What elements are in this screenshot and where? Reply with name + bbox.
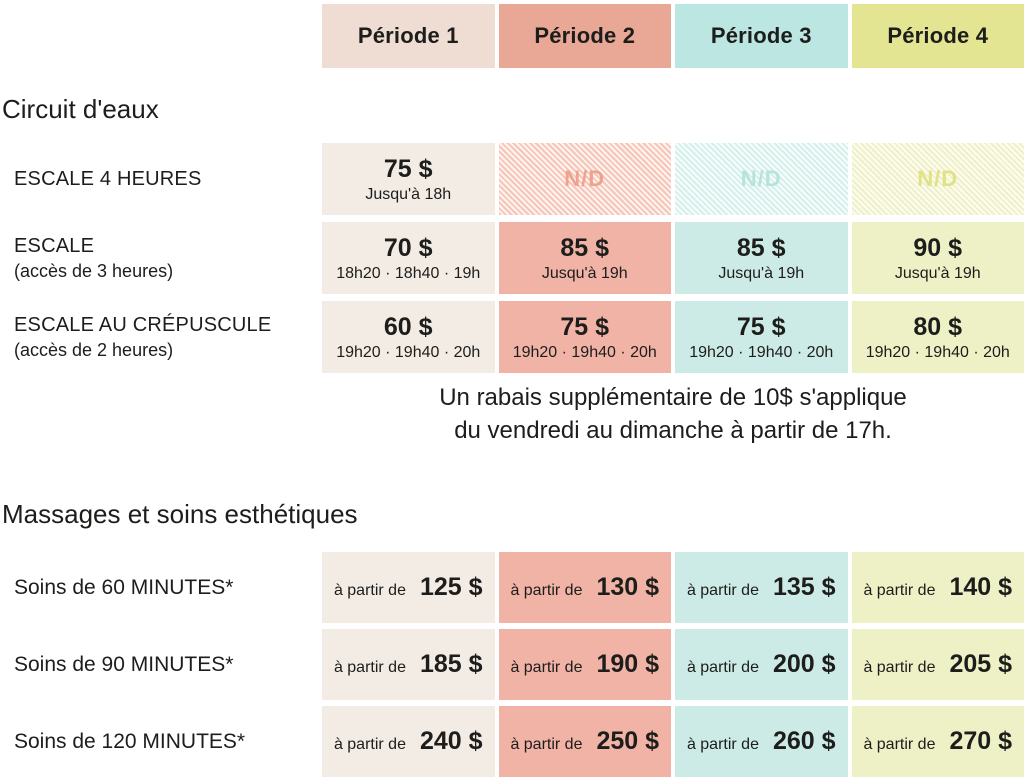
section-title-circuit: Circuit d'eaux <box>0 92 1024 126</box>
row-label-sub: (accès de 3 heures) <box>14 261 318 282</box>
period-1-header: Période 1 <box>322 4 495 68</box>
price-prefix: à partir de <box>863 736 935 754</box>
table-row: Soins de 60 MINUTES* à partir de 125 $ à … <box>0 552 1024 623</box>
row-label: Soins de 120 MINUTES* <box>0 706 318 777</box>
price: 270 $ <box>949 727 1012 756</box>
section-title-massages: Massages et soins esthétiques <box>0 497 1024 531</box>
price-prefix: à partir de <box>334 659 406 677</box>
price-prefix: à partir de <box>510 582 582 600</box>
period-3-header: Période 3 <box>675 4 848 68</box>
price-prefix: à partir de <box>510 736 582 754</box>
table-row: ESCALE 4 HEURES 75 $ Jusqu'à 18h N/D N/D… <box>0 143 1024 215</box>
price-cell: 60 $ 19h20 · 19h40 · 20h <box>322 301 495 373</box>
price: 85 $ <box>560 233 609 263</box>
row-label-main: ESCALE 4 HEURES <box>14 168 318 191</box>
price: 250 $ <box>596 727 659 756</box>
period-header-row: Période 1 Période 2 Période 3 Période 4 <box>0 4 1024 68</box>
price-cell: à partir de 270 $ <box>852 706 1024 777</box>
price-cell: à partir de 125 $ <box>322 552 495 623</box>
price: 190 $ <box>596 650 659 679</box>
price: 80 $ <box>913 312 962 342</box>
nd-cell: N/D <box>852 143 1024 215</box>
schedule: 19h20 · 19h40 · 20h <box>513 344 657 362</box>
price: 205 $ <box>949 650 1012 679</box>
schedule: 19h20 · 19h40 · 20h <box>866 344 1010 362</box>
schedule: Jusqu'à 19h <box>542 265 628 283</box>
price-cell: à partir de 190 $ <box>499 629 672 700</box>
discount-note-line2: du vendredi au dimanche à partir de 17h. <box>322 414 1024 447</box>
price-cell: à partir de 260 $ <box>675 706 848 777</box>
row-label: ESCALE AU CRÉPUSCULE (accès de 2 heures) <box>0 301 318 373</box>
price-cell: à partir de 130 $ <box>499 552 672 623</box>
period-4-header: Période 4 <box>852 4 1024 68</box>
price: 185 $ <box>420 650 483 679</box>
table-row: ESCALE (accès de 3 heures) 70 $ 18h20 · … <box>0 222 1024 294</box>
price: 240 $ <box>420 727 483 756</box>
price-cell: 90 $ Jusqu'à 19h <box>852 222 1024 294</box>
price-cell: à partir de 185 $ <box>322 629 495 700</box>
price-prefix: à partir de <box>687 582 759 600</box>
price: 60 $ <box>384 312 433 342</box>
row-label-main: ESCALE AU CRÉPUSCULE <box>14 314 318 337</box>
row-label: ESCALE (accès de 3 heures) <box>0 222 318 294</box>
price-prefix: à partir de <box>334 736 406 754</box>
price-cell: 70 $ 18h20 · 18h40 · 19h <box>322 222 495 294</box>
header-spacer <box>0 4 318 68</box>
price-cell: à partir de 240 $ <box>322 706 495 777</box>
row-label: Soins de 90 MINUTES* <box>0 629 318 700</box>
price-cell: 80 $ 19h20 · 19h40 · 20h <box>852 301 1024 373</box>
schedule: 19h20 · 19h40 · 20h <box>689 344 833 362</box>
price: 260 $ <box>773 727 836 756</box>
table-row: ESCALE AU CRÉPUSCULE (accès de 2 heures)… <box>0 301 1024 373</box>
price-prefix: à partir de <box>687 659 759 677</box>
price-prefix: à partir de <box>863 582 935 600</box>
price: 75 $ <box>737 312 786 342</box>
price: 90 $ <box>913 233 962 263</box>
row-label-sub: (accès de 2 heures) <box>14 340 318 361</box>
schedule: Jusqu'à 19h <box>895 265 981 283</box>
price-prefix: à partir de <box>687 736 759 754</box>
price: 85 $ <box>737 233 786 263</box>
schedule: 19h20 · 19h40 · 20h <box>336 344 480 362</box>
price-cell: 85 $ Jusqu'à 19h <box>675 222 848 294</box>
schedule: Jusqu'à 18h <box>365 186 451 204</box>
row-label: Soins de 60 MINUTES* <box>0 552 318 623</box>
discount-note: Un rabais supplémentaire de 10$ s'appliq… <box>322 381 1024 447</box>
price-cell: à partir de 250 $ <box>499 706 672 777</box>
price: 140 $ <box>949 573 1012 602</box>
price-prefix: à partir de <box>334 582 406 600</box>
period-2-header: Période 2 <box>499 4 672 68</box>
price-cell: à partir de 200 $ <box>675 629 848 700</box>
table-row: Soins de 120 MINUTES* à partir de 240 $ à… <box>0 706 1024 777</box>
price-prefix: à partir de <box>510 659 582 677</box>
price: 70 $ <box>384 233 433 263</box>
price: 125 $ <box>420 573 483 602</box>
price-cell: 75 $ Jusqu'à 18h <box>322 143 495 215</box>
price-prefix: à partir de <box>863 659 935 677</box>
table-row: Soins de 90 MINUTES* à partir de 185 $ à … <box>0 629 1024 700</box>
price: 75 $ <box>384 154 433 184</box>
schedule: Jusqu'à 19h <box>718 265 804 283</box>
price-cell: à partir de 205 $ <box>852 629 1024 700</box>
price-cell: à partir de 140 $ <box>852 552 1024 623</box>
price-cell: 75 $ 19h20 · 19h40 · 20h <box>499 301 672 373</box>
schedule: 18h20 · 18h40 · 19h <box>336 265 480 283</box>
price: 200 $ <box>773 650 836 679</box>
price-cell: 85 $ Jusqu'à 19h <box>499 222 672 294</box>
row-label: ESCALE 4 HEURES <box>0 143 318 215</box>
price-cell: à partir de 135 $ <box>675 552 848 623</box>
discount-note-line1: Un rabais supplémentaire de 10$ s'appliq… <box>322 381 1024 414</box>
price: 75 $ <box>560 312 609 342</box>
price: 130 $ <box>596 573 659 602</box>
nd-cell: N/D <box>499 143 672 215</box>
nd-cell: N/D <box>675 143 848 215</box>
price-cell: 75 $ 19h20 · 19h40 · 20h <box>675 301 848 373</box>
price: 135 $ <box>773 573 836 602</box>
row-label-main: ESCALE <box>14 235 318 258</box>
